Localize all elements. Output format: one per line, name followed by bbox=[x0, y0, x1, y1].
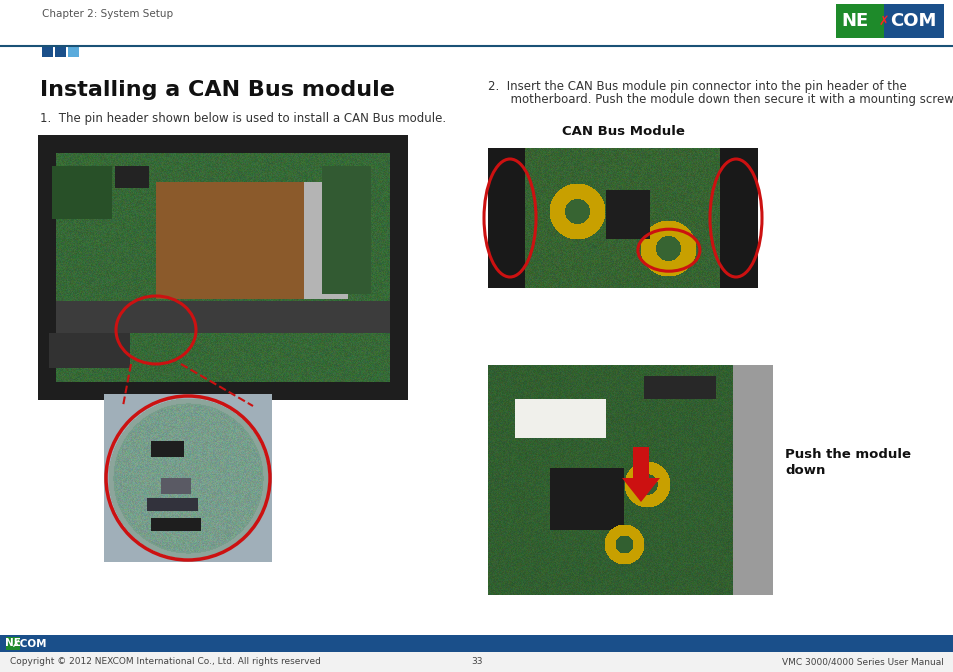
Text: 2.  Insert the CAN Bus module pin connector into the pin header of the: 2. Insert the CAN Bus module pin connect… bbox=[488, 80, 905, 93]
Text: VMC 3000/4000 Series User Manual: VMC 3000/4000 Series User Manual bbox=[781, 657, 943, 667]
Text: Installing a CAN Bus module: Installing a CAN Bus module bbox=[40, 80, 395, 100]
Text: CAN Bus Module: CAN Bus Module bbox=[561, 125, 683, 138]
Text: 33: 33 bbox=[471, 657, 482, 667]
Bar bbox=[42, 46, 53, 57]
Text: Chapter 2: System Setup: Chapter 2: System Setup bbox=[42, 9, 172, 19]
Text: NE: NE bbox=[5, 638, 21, 648]
Text: 1.  The pin header shown below is used to install a CAN Bus module.: 1. The pin header shown below is used to… bbox=[40, 112, 446, 125]
Bar bbox=[68, 46, 79, 57]
Bar bbox=[6, 637, 20, 650]
Bar bbox=[20, 637, 39, 650]
FancyArrow shape bbox=[621, 447, 659, 502]
Text: Copyright © 2012 NEXCOM International Co., Ltd. All rights reserved: Copyright © 2012 NEXCOM International Co… bbox=[10, 657, 320, 667]
Text: ✗COM: ✗COM bbox=[11, 638, 48, 648]
Text: ✗: ✗ bbox=[878, 15, 888, 28]
Bar bbox=[0, 635, 953, 672]
Text: NE: NE bbox=[841, 12, 868, 30]
Bar bbox=[835, 4, 882, 38]
Bar bbox=[0, 652, 953, 672]
Bar bbox=[882, 4, 943, 38]
Text: COM: COM bbox=[890, 12, 936, 30]
Bar bbox=[55, 46, 66, 57]
Text: down: down bbox=[784, 464, 824, 478]
Text: Push the module: Push the module bbox=[784, 448, 910, 462]
Text: motherboard. Push the module down then secure it with a mounting screw.: motherboard. Push the module down then s… bbox=[488, 93, 953, 106]
